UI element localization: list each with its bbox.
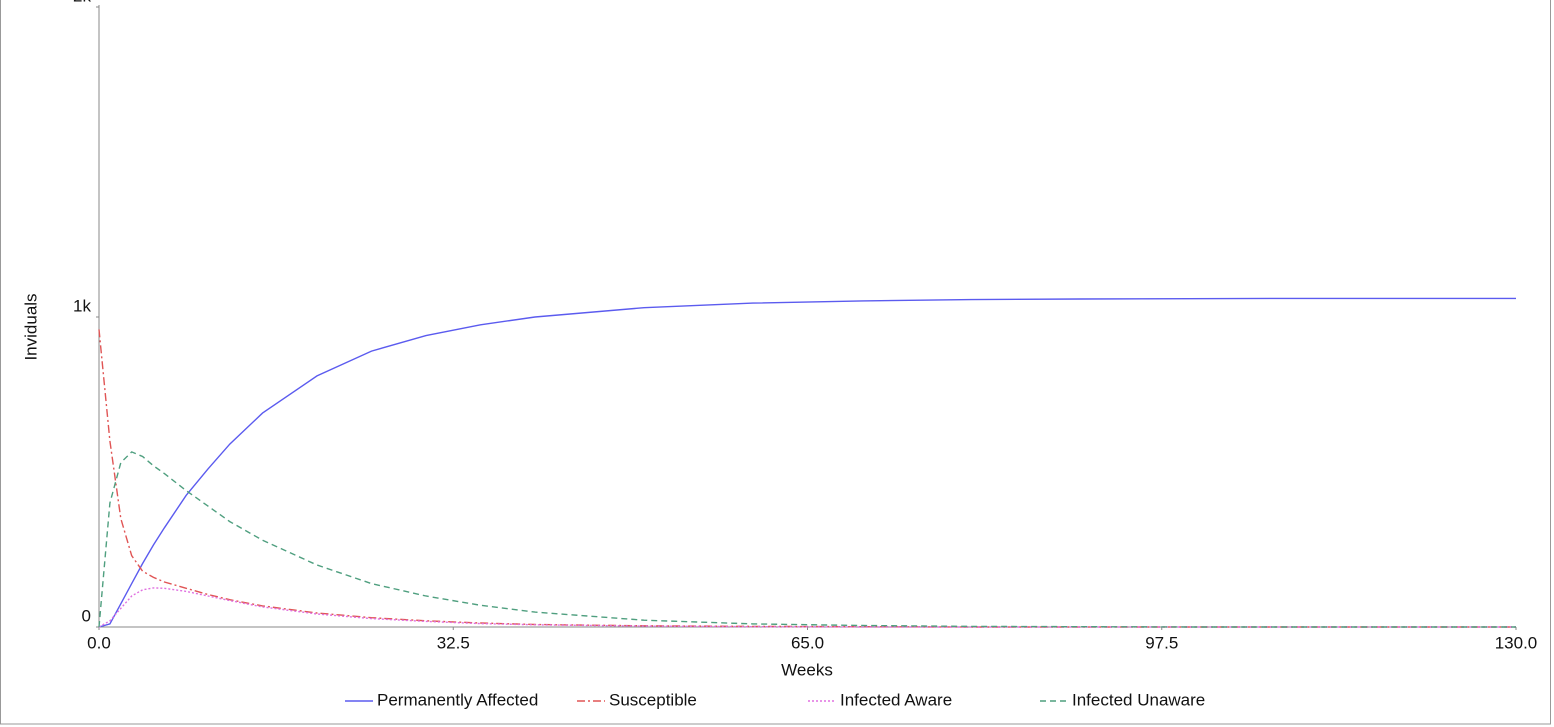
legend-label: Infected Unaware bbox=[1072, 690, 1205, 709]
y-tick-label: 1k bbox=[73, 296, 91, 315]
series-line bbox=[98, 451, 1516, 628]
legend-label: Susceptible bbox=[609, 690, 697, 709]
series-line bbox=[98, 587, 1516, 628]
y-axis-label: Inviduals bbox=[21, 293, 40, 360]
x-tick-label: 97.5 bbox=[1145, 633, 1178, 652]
y-tick-label: 0 bbox=[82, 606, 91, 625]
series-line bbox=[98, 297, 1516, 628]
x-tick-label: 65.0 bbox=[791, 633, 824, 652]
x-tick-label: 0.0 bbox=[87, 633, 111, 652]
x-tick-label: 32.5 bbox=[437, 633, 470, 652]
legend-label: Infected Aware bbox=[840, 690, 952, 709]
x-axis-label: Weeks bbox=[781, 660, 833, 679]
legend-label: Permanently Affected bbox=[377, 690, 538, 709]
y-tick-label: 2k bbox=[73, 0, 91, 5]
x-tick-label: 130.0 bbox=[1495, 633, 1538, 652]
series-line bbox=[98, 329, 1516, 628]
